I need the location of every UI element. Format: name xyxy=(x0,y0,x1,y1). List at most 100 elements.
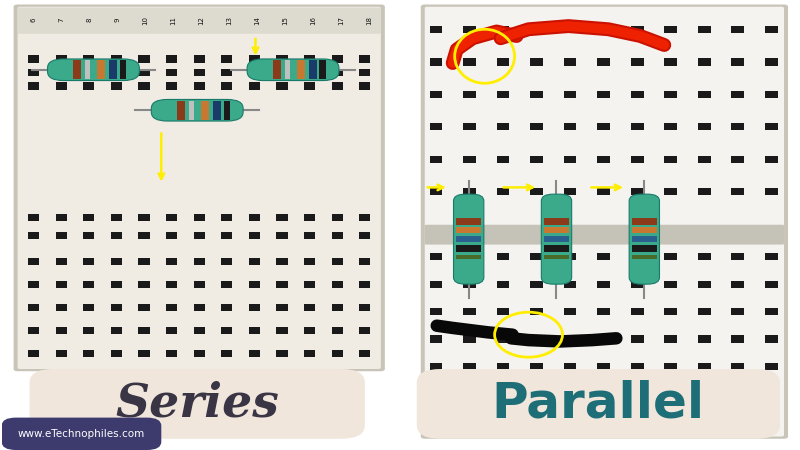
Bar xyxy=(111,304,122,311)
Bar xyxy=(630,156,643,163)
Bar xyxy=(664,188,677,195)
Bar xyxy=(698,308,710,315)
Bar xyxy=(530,123,543,130)
Bar xyxy=(698,363,710,370)
Bar xyxy=(497,335,510,342)
Bar xyxy=(138,350,150,357)
Bar xyxy=(731,156,744,163)
Bar xyxy=(110,60,118,79)
Bar xyxy=(166,327,178,334)
Bar xyxy=(456,217,482,225)
Bar xyxy=(463,390,476,397)
Bar xyxy=(359,55,370,63)
Bar xyxy=(28,281,39,288)
Bar xyxy=(249,281,260,288)
Text: 14: 14 xyxy=(254,16,260,25)
Bar xyxy=(285,60,290,79)
Bar xyxy=(456,236,482,242)
Bar xyxy=(530,281,543,288)
Bar xyxy=(55,69,66,76)
Bar xyxy=(222,55,233,63)
Bar xyxy=(497,58,510,66)
Bar xyxy=(332,232,343,239)
Bar xyxy=(277,281,288,288)
FancyBboxPatch shape xyxy=(425,7,784,436)
Bar xyxy=(765,335,778,342)
Bar xyxy=(83,350,94,357)
FancyBboxPatch shape xyxy=(425,225,784,244)
Bar xyxy=(55,281,66,288)
Bar xyxy=(213,101,221,120)
Bar xyxy=(332,69,343,76)
Bar xyxy=(731,418,744,425)
FancyBboxPatch shape xyxy=(14,4,385,371)
Bar xyxy=(664,390,677,397)
Text: 10: 10 xyxy=(142,16,148,25)
Bar xyxy=(731,390,744,397)
Bar xyxy=(111,258,122,266)
Text: 17: 17 xyxy=(338,16,344,25)
Bar xyxy=(765,26,778,33)
Bar xyxy=(55,350,66,357)
Bar xyxy=(55,327,66,334)
Bar xyxy=(304,232,315,239)
Text: 18: 18 xyxy=(366,16,372,25)
Bar xyxy=(564,335,577,342)
Bar xyxy=(698,188,710,195)
Bar xyxy=(194,281,205,288)
Bar xyxy=(138,258,150,266)
Bar xyxy=(530,308,543,315)
Bar xyxy=(138,327,150,334)
Bar xyxy=(166,304,178,311)
Bar xyxy=(564,123,577,130)
Bar xyxy=(304,327,315,334)
Bar xyxy=(332,82,343,90)
Bar xyxy=(731,26,744,33)
Bar xyxy=(598,253,610,261)
Bar xyxy=(304,258,315,266)
Bar xyxy=(222,69,233,76)
Bar xyxy=(277,258,288,266)
Bar xyxy=(664,335,677,342)
Bar xyxy=(430,188,442,195)
Bar xyxy=(28,350,39,357)
Bar xyxy=(698,123,710,130)
Bar xyxy=(138,82,150,90)
Bar xyxy=(190,101,194,120)
Bar xyxy=(544,244,570,252)
Bar xyxy=(28,327,39,334)
Bar xyxy=(138,69,150,76)
Bar xyxy=(544,255,570,259)
Bar xyxy=(430,335,442,342)
Bar xyxy=(530,58,543,66)
FancyBboxPatch shape xyxy=(2,418,162,450)
Bar xyxy=(765,123,778,130)
Bar xyxy=(194,82,205,90)
Bar xyxy=(166,69,178,76)
Bar xyxy=(166,55,178,63)
Bar xyxy=(664,26,677,33)
Bar xyxy=(598,156,610,163)
Bar xyxy=(564,91,577,98)
Bar xyxy=(55,214,66,221)
Bar xyxy=(698,281,710,288)
Bar xyxy=(564,281,577,288)
FancyBboxPatch shape xyxy=(421,4,788,439)
Bar xyxy=(430,91,442,98)
Bar xyxy=(55,55,66,63)
Bar xyxy=(430,253,442,261)
Bar xyxy=(166,232,178,239)
Bar xyxy=(497,418,510,425)
Bar xyxy=(630,335,643,342)
Bar xyxy=(598,58,610,66)
Bar xyxy=(497,363,510,370)
Bar xyxy=(166,82,178,90)
Bar xyxy=(664,308,677,315)
Bar xyxy=(463,308,476,315)
Bar xyxy=(664,58,677,66)
Bar xyxy=(664,418,677,425)
Bar xyxy=(222,82,233,90)
Bar xyxy=(765,188,778,195)
Bar xyxy=(55,304,66,311)
Bar xyxy=(194,214,205,221)
